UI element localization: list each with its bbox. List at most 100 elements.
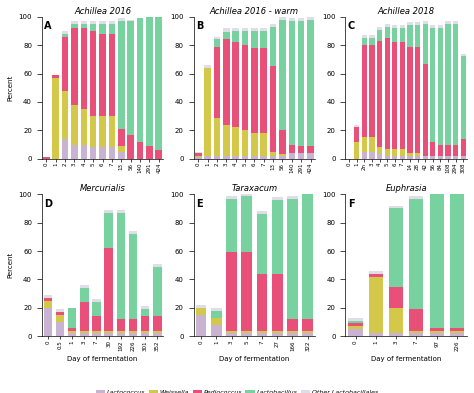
Bar — [141, 316, 149, 331]
Bar — [279, 17, 286, 20]
Bar — [389, 206, 403, 208]
Bar — [104, 213, 113, 248]
Bar — [62, 90, 68, 139]
Bar — [117, 331, 125, 333]
Bar — [261, 48, 267, 133]
Bar — [251, 48, 258, 133]
Title: Euphrasia: Euphrasia — [385, 184, 427, 193]
Bar — [369, 35, 374, 38]
Bar — [289, 18, 295, 21]
Bar — [261, 31, 267, 48]
Bar — [270, 152, 276, 156]
Bar — [99, 24, 106, 34]
Bar — [354, 141, 359, 159]
Title: Achillea 2016: Achillea 2016 — [74, 7, 131, 16]
Bar — [109, 34, 115, 116]
Bar — [241, 196, 252, 252]
Bar — [81, 24, 87, 28]
Bar — [214, 39, 220, 46]
Bar — [68, 333, 76, 336]
Bar — [81, 28, 87, 109]
Bar — [81, 21, 87, 24]
Bar — [256, 274, 267, 331]
Title: Mercurialis: Mercurialis — [80, 184, 126, 193]
Bar — [307, 20, 314, 146]
Bar — [56, 312, 64, 315]
Bar — [226, 333, 237, 336]
Bar — [377, 41, 382, 147]
Bar — [369, 274, 383, 277]
Bar — [407, 156, 413, 159]
Bar — [256, 331, 267, 333]
Bar — [389, 333, 403, 336]
X-axis label: Day of fermentation: Day of fermentation — [67, 356, 138, 362]
Bar — [377, 154, 382, 159]
Bar — [104, 331, 113, 333]
Bar — [81, 109, 87, 145]
Bar — [232, 156, 239, 159]
Text: A: A — [44, 21, 52, 31]
Bar — [141, 333, 149, 336]
Bar — [109, 147, 115, 159]
Bar — [461, 53, 466, 57]
Bar — [348, 321, 363, 323]
Bar — [407, 153, 413, 156]
Bar — [287, 331, 298, 333]
Bar — [92, 331, 101, 333]
Bar — [211, 318, 222, 325]
Bar — [223, 32, 229, 39]
Bar — [241, 193, 252, 196]
Title: Achillea 2018: Achillea 2018 — [378, 7, 435, 16]
Bar — [415, 153, 420, 156]
Bar — [369, 333, 383, 336]
Bar — [214, 118, 220, 156]
Bar — [423, 21, 428, 24]
Bar — [446, 145, 451, 156]
Bar — [256, 214, 267, 274]
Bar — [429, 331, 444, 333]
Bar — [117, 319, 125, 331]
Bar — [118, 146, 125, 152]
Bar — [362, 35, 367, 38]
Bar — [461, 156, 466, 159]
Bar — [423, 64, 428, 156]
Bar — [137, 141, 143, 159]
Bar — [362, 138, 367, 152]
Bar — [251, 156, 258, 159]
Bar — [430, 156, 436, 159]
Title: Taraxacum: Taraxacum — [231, 184, 277, 193]
Bar — [438, 156, 443, 159]
Bar — [389, 208, 403, 286]
Bar — [287, 196, 298, 198]
Bar — [438, 145, 443, 156]
Bar — [153, 316, 162, 331]
Bar — [71, 28, 78, 105]
Bar — [302, 319, 313, 331]
Bar — [307, 17, 314, 20]
Bar — [348, 323, 363, 326]
Bar — [430, 28, 436, 141]
Bar — [211, 325, 222, 336]
Bar — [71, 145, 78, 159]
Bar — [223, 39, 229, 125]
Bar — [270, 156, 276, 159]
Bar — [251, 31, 258, 48]
Bar — [43, 157, 50, 159]
Bar — [415, 156, 420, 159]
Bar — [369, 38, 374, 45]
Bar — [223, 156, 229, 159]
Bar — [429, 191, 444, 194]
Bar — [389, 308, 403, 333]
Bar — [392, 25, 398, 28]
X-axis label: Day of fermentation: Day of fermentation — [219, 356, 290, 362]
Bar — [242, 130, 248, 156]
Bar — [384, 27, 390, 38]
Bar — [392, 149, 398, 156]
Bar — [446, 24, 451, 145]
Y-axis label: Percent: Percent — [7, 252, 13, 278]
Bar — [141, 307, 149, 309]
Bar — [453, 145, 458, 156]
Bar — [429, 328, 444, 331]
X-axis label: Day of fermentation: Day of fermentation — [371, 356, 441, 362]
Bar — [155, 150, 162, 159]
